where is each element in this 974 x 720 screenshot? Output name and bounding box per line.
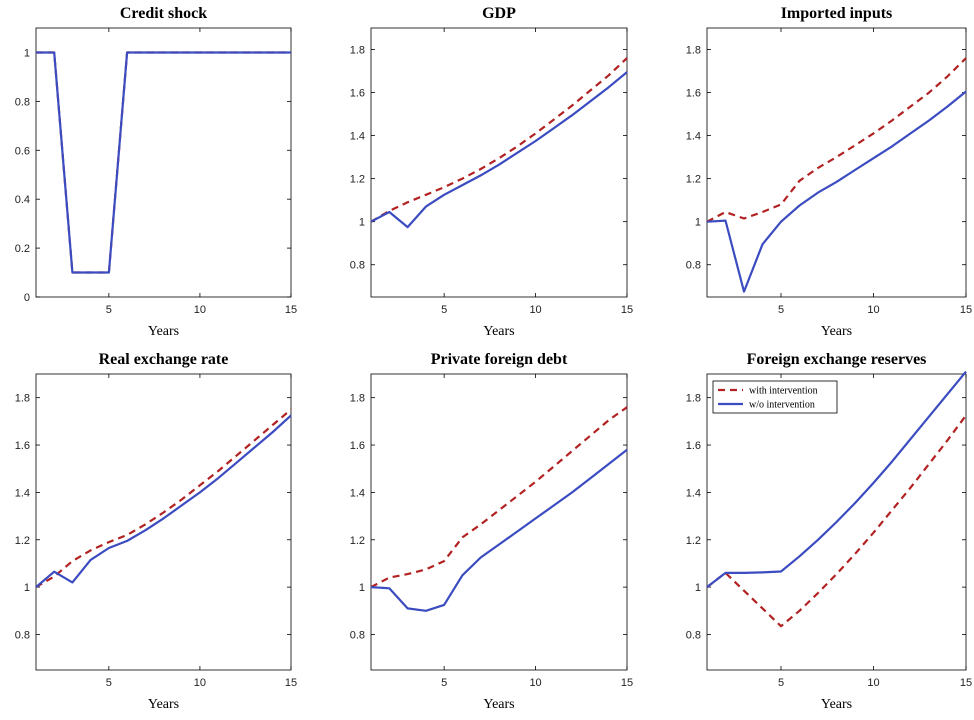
series-line-without-intervention — [706, 90, 967, 293]
legend-label: w/o intervention — [749, 400, 815, 411]
chart-panel: Credit shock Years 5 10 15 0 0.2 0.4 0.6 0.8 1 — [15, 5, 297, 339]
series-line-with-intervention — [370, 57, 628, 223]
series-line-without-intervention — [370, 448, 628, 612]
x-axis-label: Years — [148, 324, 179, 339]
series-line-without-intervention — [36, 51, 291, 274]
legend: with intervention w/o intervention — [712, 380, 838, 414]
x-axis-label: Years — [483, 697, 514, 712]
chart-panel: Foreign exchange reserves Years 5 10 15 0.8 1 1… — [686, 351, 972, 712]
x-tick-label: 15 — [960, 304, 972, 316]
y-tick-label: 1.2 — [686, 174, 701, 186]
y-tick-label: 0.2 — [15, 243, 30, 255]
series-line-without-intervention — [370, 71, 628, 229]
y-tick-label: 1.6 — [686, 88, 701, 100]
plot-area — [35, 27, 292, 298]
y-tick-label: 1.4 — [350, 487, 365, 499]
x-tick-label: 15 — [285, 304, 297, 316]
x-tick-label: 10 — [867, 677, 879, 689]
x-axis-label: Years — [483, 324, 514, 339]
chart-title: Foreign exchange reserves — [747, 351, 927, 368]
x-tick-label: 15 — [285, 677, 297, 689]
x-tick-label: 5 — [441, 677, 447, 689]
y-tick-label: 1 — [359, 582, 365, 594]
x-axis-label: Years — [821, 697, 852, 712]
y-tick-label: 1 — [695, 582, 701, 594]
series-line-without-intervention — [706, 370, 967, 588]
y-tick-label: 1.8 — [350, 393, 365, 405]
y-tick-label: 1.8 — [350, 45, 365, 57]
y-tick-label: 0 — [24, 292, 30, 304]
y-tick-label: 0.8 — [686, 629, 701, 641]
legend-box — [712, 380, 838, 414]
chart-title: Credit shock — [120, 5, 207, 22]
y-tick-label: 1.6 — [350, 440, 365, 452]
x-tick-label: 10 — [867, 304, 879, 316]
y-tick-label: 0.6 — [15, 145, 30, 157]
y-tick-label: 1.4 — [350, 131, 365, 143]
y-tick-label: 0.8 — [15, 96, 30, 108]
y-tick-label: 0.8 — [686, 260, 701, 272]
y-tick-label: 1.2 — [15, 535, 30, 547]
x-tick-label: 10 — [529, 677, 541, 689]
y-tick-label: 1 — [695, 217, 701, 229]
y-tick-label: 1 — [359, 217, 365, 229]
x-tick-label: 10 — [529, 304, 541, 316]
x-tick-label: 5 — [106, 677, 112, 689]
y-tick-label: 1 — [24, 582, 30, 594]
x-axis-label: Years — [148, 697, 179, 712]
chart-title: GDP — [482, 5, 516, 22]
plot-area — [35, 373, 292, 671]
y-tick-label: 1.4 — [686, 131, 701, 143]
y-tick-label: 0.4 — [15, 194, 30, 206]
chart-panel: Private foreign debt Years 5 10 15 0.8 1 1.2 1.4… — [350, 351, 633, 712]
x-tick-label: 10 — [194, 677, 206, 689]
y-tick-label: 1.8 — [686, 45, 701, 57]
y-tick-label: 1 — [24, 47, 30, 59]
y-tick-label: 1.2 — [686, 535, 701, 547]
plot-area — [370, 373, 628, 671]
x-tick-label: 10 — [194, 304, 206, 316]
legend-label: with intervention — [749, 386, 818, 397]
y-tick-label: 0.8 — [350, 260, 365, 272]
series-line-with-intervention — [370, 406, 628, 589]
chart-title: Real exchange rate — [99, 351, 229, 368]
x-tick-label: 5 — [441, 304, 447, 316]
y-tick-label: 0.8 — [350, 629, 365, 641]
series-line-with-intervention — [35, 408, 292, 589]
y-tick-label: 1.6 — [686, 440, 701, 452]
y-tick-label: 1.4 — [686, 487, 701, 499]
chart-panel: GDP Years 5 10 15 0.8 1 1.2 1.4 1.6 1.8 — [350, 5, 633, 339]
x-tick-label: 5 — [778, 677, 784, 689]
y-tick-label: 1.6 — [15, 440, 30, 452]
x-tick-label: 5 — [106, 304, 112, 316]
chart-panel: Imported inputs Years 5 10 15 0.8 1 1.2 1.4 1.6 1.… — [686, 5, 972, 339]
plot-area — [706, 373, 967, 671]
series-line-with-intervention — [706, 57, 967, 223]
plot-area — [370, 27, 628, 298]
x-tick-label: 15 — [960, 677, 972, 689]
series-line-without-intervention — [35, 414, 292, 588]
x-axis-label: Years — [821, 324, 852, 339]
y-tick-label: 1.8 — [686, 393, 701, 405]
y-tick-label: 1.4 — [15, 487, 30, 499]
chart-panel: Real exchange rate Years 5 10 15 0.8 1 1.2 1.4 1.… — [15, 351, 297, 712]
y-tick-label: 1.2 — [350, 174, 365, 186]
x-tick-label: 5 — [778, 304, 784, 316]
chart-title: Private foreign debt — [431, 351, 568, 368]
chart-title: Imported inputs — [781, 5, 893, 22]
y-tick-label: 0.8 — [15, 629, 30, 641]
y-tick-label: 1.6 — [350, 88, 365, 100]
x-tick-label: 15 — [621, 677, 633, 689]
series-line-with-intervention — [36, 51, 291, 274]
y-tick-label: 1.2 — [350, 535, 365, 547]
y-tick-label: 1.8 — [15, 393, 30, 405]
plot-area — [706, 27, 967, 298]
x-tick-label: 15 — [621, 304, 633, 316]
